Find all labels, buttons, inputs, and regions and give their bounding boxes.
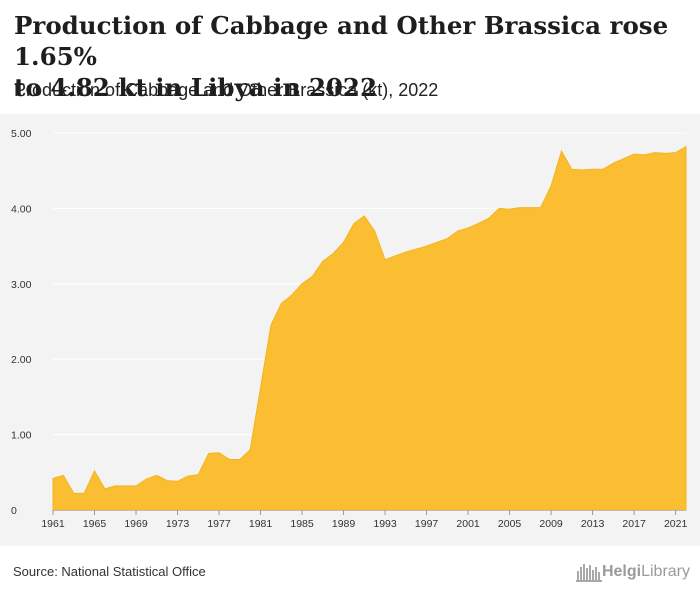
data-point — [332, 253, 334, 255]
helgi-library-logo: HelgiLibrary — [575, 561, 690, 583]
data-point — [187, 475, 189, 477]
x-tick-label: 1977 — [207, 518, 231, 530]
data-point — [249, 449, 251, 451]
y-tick-label: 4.00 — [11, 203, 32, 215]
data-point — [457, 230, 459, 232]
chart-subtitle: Production of Cabbage and Other Brassica… — [14, 80, 439, 100]
x-tick-label: 1981 — [249, 518, 273, 530]
data-point — [477, 222, 479, 224]
x-tick-label: 1965 — [83, 518, 107, 530]
data-point — [363, 215, 365, 217]
area-chart: 0 1.00 2.00 3.00 4.00 5.00 1961 1965 1969 1973 197… — [11, 128, 688, 530]
data-point — [228, 458, 230, 460]
data-point — [125, 485, 127, 487]
city-skyline-icon — [575, 564, 602, 582]
data-point — [322, 260, 324, 262]
x-tick-label: 2017 — [622, 518, 646, 530]
data-point — [581, 169, 583, 171]
data-point — [353, 222, 355, 224]
chart-title-line1: Production of Cabbage and Other Brassica… — [14, 11, 669, 71]
source-note: Source: National Statistical Office — [13, 564, 206, 579]
data-point — [602, 168, 604, 170]
data-point — [446, 238, 448, 240]
logo-text-bold: Helgi — [601, 563, 642, 580]
data-point — [623, 158, 625, 160]
data-point — [280, 302, 282, 304]
data-point — [550, 185, 552, 187]
x-tick-label: 1989 — [332, 518, 356, 530]
x-tick-label: 1969 — [124, 518, 148, 530]
data-point — [592, 168, 594, 170]
data-point — [270, 324, 272, 326]
data-point — [94, 470, 96, 472]
data-point — [654, 152, 656, 154]
header: Production of Cabbage and Other Brassica… — [0, 0, 700, 114]
y-tick-label: 2.00 — [11, 354, 32, 366]
data-point — [343, 241, 345, 243]
data-point — [571, 168, 573, 170]
data-point — [218, 452, 220, 454]
data-point — [177, 480, 179, 482]
chart-title: Production of Cabbage and Other Brassica… — [14, 10, 690, 103]
data-point — [374, 230, 376, 232]
x-tick-label: 1985 — [290, 518, 314, 530]
data-point — [560, 150, 562, 152]
x-tick-label: 1997 — [415, 518, 439, 530]
x-tick-label: 2009 — [539, 518, 563, 530]
data-point — [62, 474, 64, 476]
y-tick-label: 0 — [11, 505, 17, 517]
logo-text: HelgiLibrary — [602, 563, 690, 581]
data-point — [73, 492, 75, 494]
data-point — [394, 255, 396, 257]
data-point — [633, 153, 635, 155]
x-tick-label: 2013 — [581, 518, 605, 530]
data-point — [83, 492, 85, 494]
data-point — [311, 275, 313, 277]
area-series — [52, 145, 687, 511]
chart-title-line2: to 4.82 kt in Libya in 2022 — [14, 73, 378, 102]
data-point — [104, 488, 106, 490]
data-point — [156, 474, 158, 476]
data-point — [488, 217, 490, 219]
data-point — [612, 162, 614, 164]
x-tick-label: 2001 — [456, 518, 480, 530]
y-tick-label: 3.00 — [11, 279, 32, 291]
data-point — [509, 208, 511, 210]
x-tick-label: 2005 — [498, 518, 522, 530]
data-point — [529, 207, 531, 209]
data-point — [664, 152, 666, 154]
data-point — [145, 478, 147, 480]
data-point — [498, 207, 500, 209]
data-point — [197, 474, 199, 476]
data-point — [135, 485, 137, 487]
data-point — [208, 452, 210, 454]
data-point — [384, 259, 386, 261]
data-point — [540, 207, 542, 209]
x-tick-label: 2021 — [664, 518, 688, 530]
data-point — [426, 245, 428, 247]
data-point — [685, 146, 687, 148]
data-point — [405, 251, 407, 253]
x-tick-label: 1973 — [166, 518, 190, 530]
data-point — [114, 485, 116, 487]
data-point — [260, 387, 262, 389]
y-tick-label: 5.00 — [11, 128, 32, 140]
data-point — [301, 283, 303, 285]
logo-text-regular: Library — [641, 563, 690, 580]
data-point — [519, 207, 521, 209]
x-tick-label: 1961 — [41, 518, 65, 530]
data-point — [675, 152, 677, 154]
data-point — [52, 477, 54, 479]
data-point — [415, 248, 417, 250]
data-point — [643, 154, 645, 156]
y-tick-label: 1.00 — [11, 430, 32, 442]
data-point — [467, 227, 469, 229]
data-point — [436, 241, 438, 243]
x-tick-label: 1993 — [373, 518, 397, 530]
data-point — [291, 294, 293, 296]
data-point — [239, 458, 241, 460]
data-point — [166, 480, 168, 482]
